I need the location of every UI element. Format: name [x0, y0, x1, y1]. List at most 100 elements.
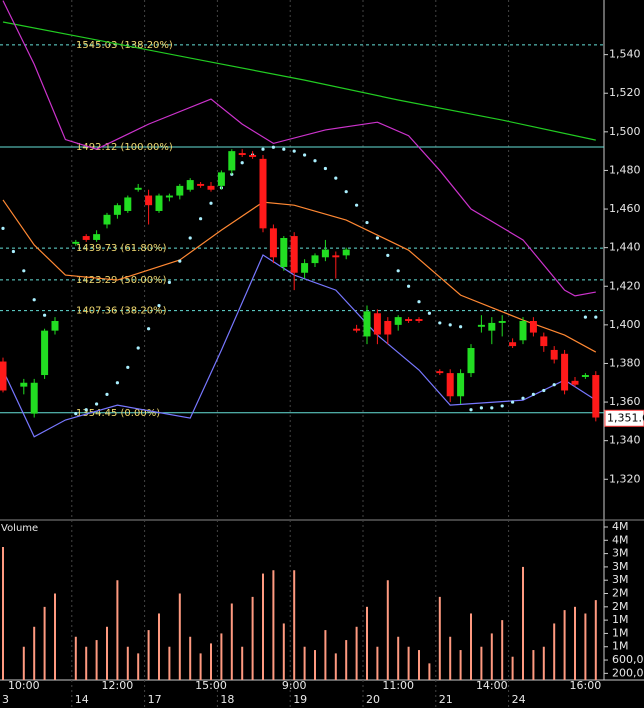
candle-body [176, 185, 184, 196]
volume-tick-label: 3M [612, 547, 629, 560]
candle-body [145, 195, 153, 206]
sar-dot [271, 145, 275, 149]
date-label: 21 [439, 693, 453, 706]
y-tick-label: 1,340 [609, 434, 641, 447]
date-label: 19 [293, 693, 307, 706]
sar-dot [157, 303, 161, 308]
x-tick-label: 12:00 [102, 679, 134, 692]
y-tick-label: 1,400 [609, 318, 641, 331]
sar-dot [126, 365, 130, 369]
volume-tick-label: 600,00 [612, 653, 644, 666]
candle-body [301, 263, 309, 273]
y-tick-label: 1,440 [609, 241, 641, 254]
candle-body [30, 382, 38, 414]
sar-dot [84, 408, 88, 412]
frame: Volume [0, 0, 644, 681]
candle-body [446, 373, 454, 397]
candle-body [550, 349, 558, 360]
sar-dot [11, 249, 15, 254]
candle-body [41, 330, 49, 376]
volume-tick-label: 3M [612, 560, 629, 573]
date-label: 3 [2, 693, 9, 706]
candle-body [394, 317, 402, 325]
candle-body [509, 342, 517, 347]
sar-dot [282, 147, 286, 151]
sar-dot [136, 346, 140, 350]
candle-body [280, 237, 288, 267]
volume-tick-label: 4M [612, 533, 629, 546]
candle-body [238, 153, 246, 155]
candle-body [384, 320, 392, 335]
x-tick-label: 16:00 [570, 679, 602, 692]
sar-dot [178, 259, 182, 263]
sar-dot [469, 408, 473, 412]
candle-body [165, 195, 173, 198]
x-tick-label: 10:00 [8, 679, 40, 692]
candle-body [269, 228, 277, 258]
date-label: 20 [366, 693, 380, 706]
candle-body [197, 183, 205, 186]
indicator-line [2, 254, 597, 438]
sar-dot [240, 161, 244, 165]
sar-dot [261, 147, 265, 151]
sar-dot [334, 176, 338, 180]
sar-dot [594, 315, 598, 319]
arrow-annotation [504, 484, 582, 564]
sar-dot [479, 406, 483, 410]
candle-body [540, 336, 548, 347]
indicator-line [2, 21, 596, 141]
candle-body [51, 320, 59, 331]
candle-body [488, 322, 496, 331]
candle-body [103, 214, 111, 225]
candle-body [186, 180, 194, 190]
sar-dot [438, 321, 442, 325]
sar-dot [105, 392, 109, 396]
candle-body [113, 205, 121, 215]
candle-body [311, 255, 319, 264]
date-label: 14 [75, 693, 89, 706]
candle-body [592, 375, 600, 418]
candle-body [72, 241, 80, 244]
candle-body [353, 328, 361, 331]
x-tick-label: 15:00 [195, 679, 227, 692]
volume-tick-label: 4M [612, 520, 629, 533]
candle-body [82, 236, 90, 240]
y-tick-label: 1,460 [609, 202, 641, 215]
sar-dot [303, 153, 307, 157]
candle-body [207, 185, 215, 190]
candle-body [467, 348, 475, 374]
candle-body [93, 234, 101, 240]
last-price-box [604, 409, 644, 427]
sar-dot [344, 190, 348, 194]
candle-body [290, 236, 298, 273]
sar-dot [95, 402, 99, 406]
sar-dot [74, 412, 78, 416]
y-tick-label: 1,320 [609, 472, 641, 485]
sar-dot [375, 236, 379, 240]
candle-body [373, 313, 381, 335]
y-tick-label: 1,540 [609, 48, 641, 61]
volume-label: Volume [1, 523, 38, 534]
candle-body [259, 158, 267, 229]
x-tick-label: 14:00 [476, 679, 508, 692]
fib-level-label: 1492.12 (100.00%) [76, 142, 173, 153]
sar-dot [417, 300, 421, 304]
candle-body [321, 249, 329, 258]
candle-body [332, 255, 340, 258]
candle-body [519, 320, 527, 341]
indicator-line [2, 0, 596, 297]
y-tick-label: 1,500 [609, 125, 641, 138]
volume-highlight-box [562, 581, 605, 678]
sar-dot [199, 217, 203, 221]
sar-dot [448, 323, 452, 327]
volume-tick-label: 2M [612, 600, 629, 613]
candle-body [571, 380, 579, 385]
candle-body [405, 319, 413, 321]
date-label: 17 [148, 693, 162, 706]
candle-body [529, 320, 537, 333]
candle-body [581, 375, 589, 377]
sar-dot [386, 253, 390, 257]
candle-body [124, 197, 132, 211]
y-tick-label: 1,420 [609, 279, 641, 292]
candle-body [228, 151, 236, 171]
